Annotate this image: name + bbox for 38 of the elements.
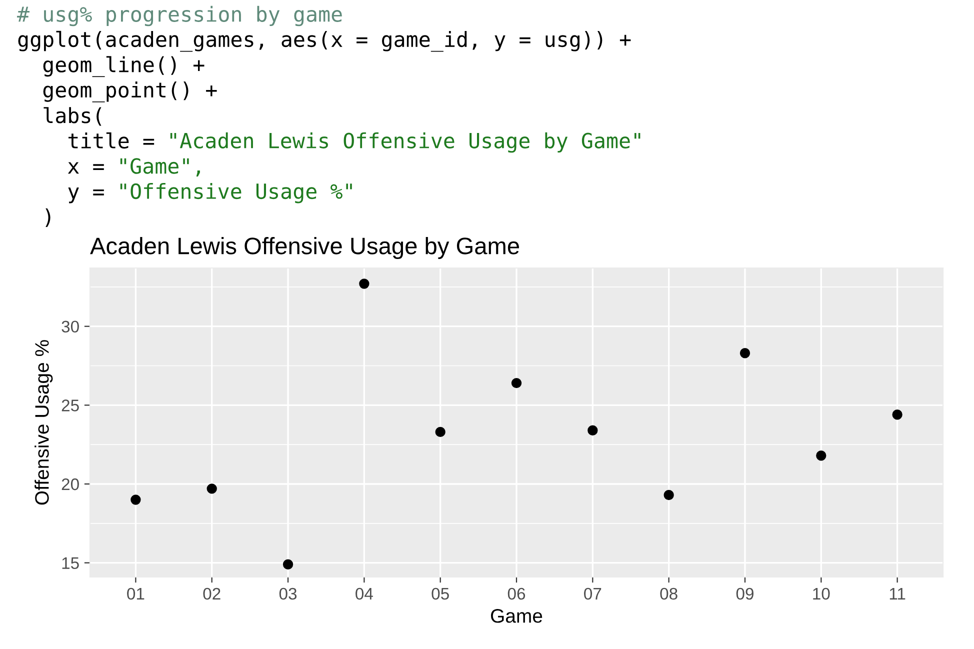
- x-tick-label: 02: [203, 588, 220, 600]
- y-axis-title: Offensive Usage %: [34, 340, 53, 505]
- text: x = "Game",: [68, 158, 200, 177]
- text: title = "Acaden Lewis Offensive Usage by Game": [68, 132, 640, 153]
- point: [588, 425, 598, 436]
- x-tick-label: 07: [584, 588, 602, 600]
- x-tick-label: 01: [127, 588, 144, 600]
- point: [740, 348, 750, 358]
- point: [664, 490, 674, 500]
- x-tick-label: 04: [356, 588, 373, 600]
- point: [130, 494, 141, 505]
- x-tick-label: 05: [432, 588, 449, 600]
- x-tick-label: 08: [660, 588, 678, 600]
- point: [206, 484, 217, 494]
- chart-title: Acaden Lewis Offensive Usage by Game: [90, 237, 519, 260]
- x-axis-title: Game: [491, 609, 542, 623]
- x-tick-label: 06: [508, 588, 526, 600]
- point: [892, 410, 902, 420]
- x-tick-label: 09: [736, 588, 754, 600]
- text: # usg% progression by game: [17, 6, 342, 26]
- x-tick-label: 03: [279, 588, 297, 600]
- text: y = "Offensive Usage %": [68, 182, 352, 204]
- point: [816, 450, 826, 461]
- y-tick-label: 25: [62, 400, 79, 412]
- point: [359, 278, 370, 289]
- text: ): [46, 208, 50, 227]
- y-tick-label: 15: [62, 557, 79, 570]
- text: ggplot(acaden_games, aes(x = game_id, y = usg)) +: [18, 30, 631, 52]
- point: [511, 378, 522, 388]
- text: labs(: [44, 107, 102, 126]
- x-tick-label: 10: [813, 588, 830, 600]
- x-tick-label: 11: [890, 588, 906, 600]
- text: geom_point() +: [43, 82, 217, 102]
- point: [435, 426, 446, 438]
- y-tick-label: 20: [62, 478, 79, 490]
- y-tick-label: 30: [62, 320, 79, 333]
- text: geom_line() +: [43, 56, 204, 78]
- point: [282, 559, 294, 570]
